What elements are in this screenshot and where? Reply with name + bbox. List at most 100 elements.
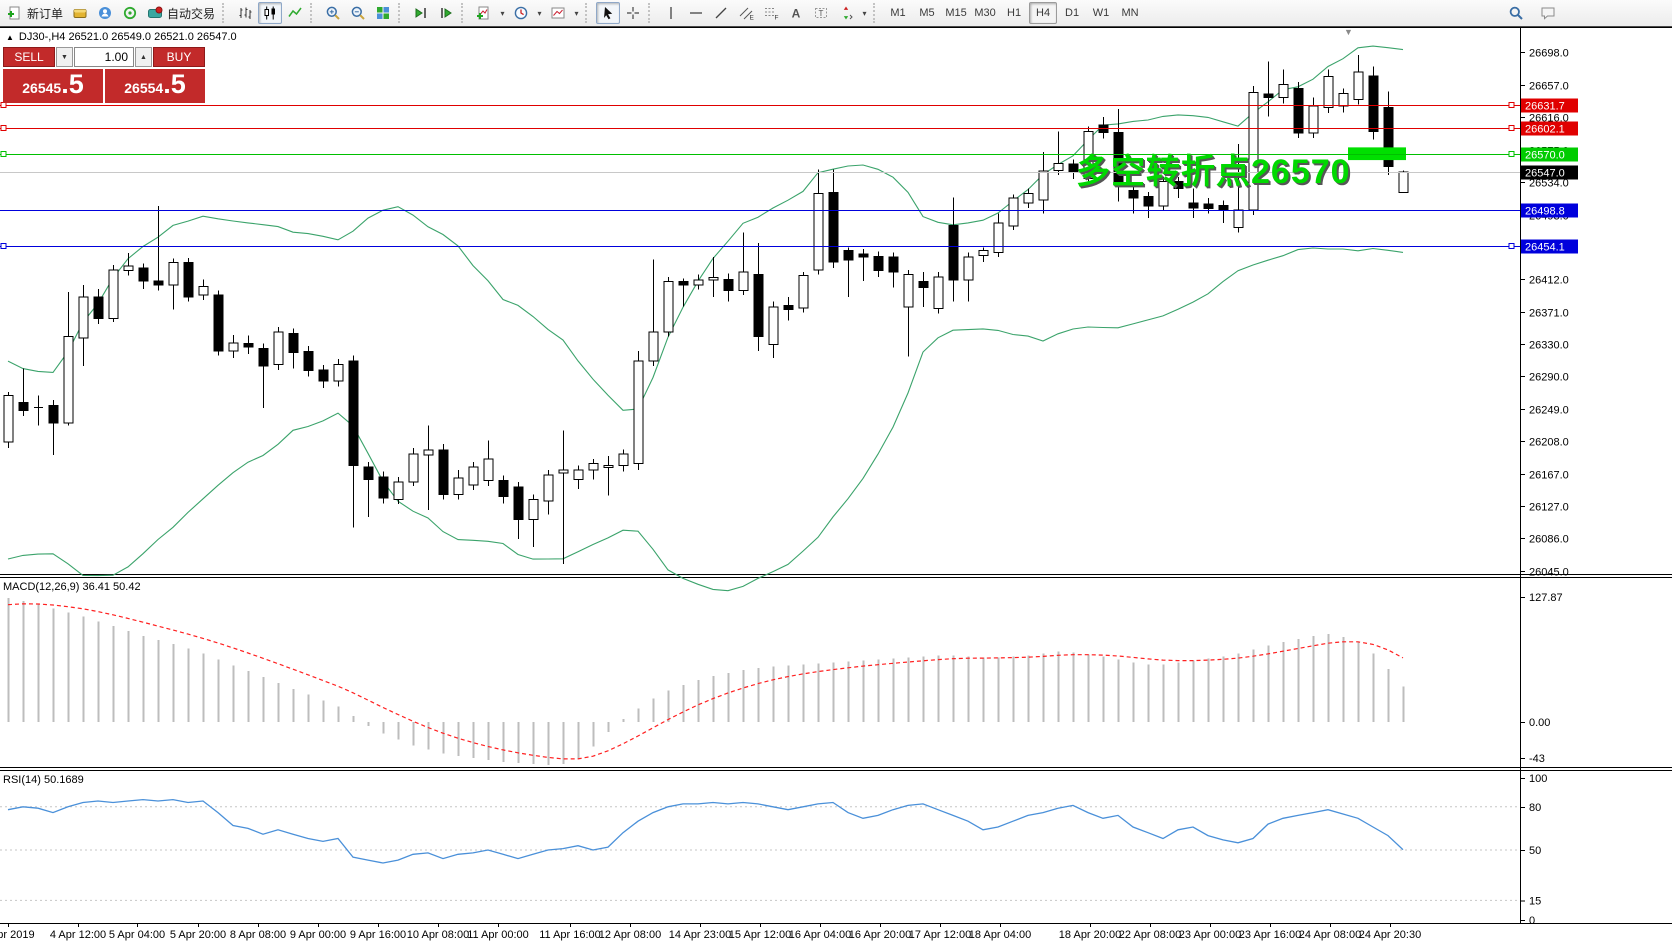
candle-body [828,192,839,263]
chart-quick-nav-icon[interactable]: ▼ [1344,27,1353,37]
chart-frame [0,27,1672,924]
search-icon [1509,6,1523,20]
sell-price-box[interactable]: 26545.5 [3,69,103,103]
candle-body [1053,162,1064,171]
chart-annotation-text[interactable]: 多空转折点26570 [1076,153,1351,191]
buy-price-box[interactable]: 26554.5 [105,69,205,103]
zoom-out-button[interactable] [346,2,370,24]
svg-text:F: F [775,15,779,22]
chart-shift-icon [441,8,452,18]
equidistant-channel-button[interactable]: E [734,2,758,24]
horizontal-line-button[interactable] [684,2,708,24]
line-handle-square[interactable] [1508,151,1515,157]
timeframe-w1-button[interactable]: W1 [1092,7,1110,19]
bollinger-upper-band[interactable] [7,45,1404,411]
periods-icon [514,6,528,20]
volume-up-button[interactable]: ▲ [135,47,152,67]
timeframe-h1-button[interactable]: H1 [1007,7,1022,19]
arrows-button-dropdown[interactable]: ▾ [862,8,867,18]
candle-body [1023,192,1034,204]
chart-shift-button[interactable] [434,2,458,24]
indicators-button[interactable] [472,2,496,24]
timeframe-m15-button[interactable]: M15 [945,7,967,19]
collapse-icon[interactable]: ▲ [6,32,14,42]
text-button[interactable]: A [784,2,808,24]
chat-button[interactable] [1536,2,1560,24]
timeframe-m30-button[interactable]: M30 [974,7,996,19]
templates-button[interactable] [546,2,570,24]
candle-body [1383,107,1394,167]
candle-body [258,347,269,367]
line-chart-button[interactable] [283,2,307,24]
time-tick-label: 18 Apr 04:00 [969,929,1031,941]
candle-body [648,331,659,362]
line-handle-square[interactable] [1508,125,1515,131]
candle-body [108,269,119,319]
line-handle-square[interactable] [1508,243,1515,249]
price-tick-label: 26086.0 [1529,534,1569,546]
volume-down-button[interactable]: ▼ [56,47,73,67]
timeframe-mn-button[interactable]: MN [1121,7,1139,19]
highlight-box[interactable] [1348,147,1406,161]
profiles-button[interactable] [68,2,92,24]
line-handle-square[interactable] [1508,102,1515,108]
fibonacci-button[interactable]: F [759,2,783,24]
periods-button[interactable] [509,2,533,24]
line-handle-square[interactable] [0,243,7,249]
bollinger-lower-band[interactable] [7,247,1404,592]
periods-button-dropdown[interactable]: ▾ [537,8,542,18]
toolbar-separator [873,3,879,23]
templates-icon [551,7,565,19]
auto-scroll-button[interactable] [409,2,433,24]
chat-icon [1541,7,1555,20]
buy-button[interactable]: BUY [153,47,205,67]
timeframe-d1-button[interactable]: D1 [1065,7,1080,19]
toolbar-separator [222,3,228,23]
trendline-button[interactable] [709,2,733,24]
price-tick-label: 26371.0 [1529,308,1569,320]
new-order-button[interactable]: 新订单 [3,2,67,24]
line-handle-square[interactable] [0,151,7,157]
timeframe-h4-button[interactable]: H4 [1029,2,1058,24]
tile-windows-button[interactable] [371,2,395,24]
candle-body [198,285,209,296]
price-tick-label: 26167.0 [1529,470,1569,482]
arrows-button[interactable] [834,2,858,24]
bar-chart-button[interactable] [233,2,257,24]
candle-body [663,281,674,333]
text-label-button[interactable]: T [809,2,833,24]
vertical-line-button[interactable] [659,2,683,24]
candle-body [738,271,749,291]
symbol-ohlc-text: DJ30-,H4 26521.0 26549.0 26521.0 26547.0 [18,31,237,43]
channel-icon: E [739,7,754,21]
candlestick-chart-button[interactable] [258,2,283,24]
timeframe-m5-button[interactable]: M5 [919,7,935,19]
price-tick-label: 26698.0 [1529,48,1569,60]
rsi-line [7,798,1404,864]
signals-button[interactable] [118,2,142,24]
toolbar: 新订单 自动交易 ▾ ▾ ▾ E F A T ▾ M1 M5 M15 M30 H1 H4 D1 W1 MN [0,0,1672,27]
rsi-label: RSI(14) 50.1689 [3,774,84,786]
time-tick-label: 15 Apr 12:00 [729,929,791,941]
line-handle-square[interactable] [0,125,7,131]
mql5-community-button[interactable] [93,2,117,24]
candle-body [303,351,314,372]
volume-input[interactable]: 1.00 [74,47,134,67]
templates-button-dropdown[interactable]: ▾ [574,8,579,18]
line-handle-square[interactable] [0,102,7,108]
sell-button[interactable]: SELL [3,47,55,67]
candle-body [1233,209,1244,229]
price-level-badge-label: 26454.1 [1525,242,1565,254]
fibonacci-icon: F [765,8,779,22]
candle-body [558,469,569,474]
indicators-button-dropdown[interactable]: ▾ [500,8,505,18]
crosshair-button[interactable] [621,2,645,24]
zoom-in-button[interactable] [321,2,345,24]
timeframe-m1-button[interactable]: M1 [890,7,906,19]
sell-price-main: 26545 [22,80,62,96]
candle-body [1143,196,1154,207]
candle-body [693,279,704,286]
cursor-button[interactable] [596,2,621,24]
auto-trading-button[interactable]: 自动交易 [143,2,219,24]
search-button[interactable] [1504,2,1528,24]
